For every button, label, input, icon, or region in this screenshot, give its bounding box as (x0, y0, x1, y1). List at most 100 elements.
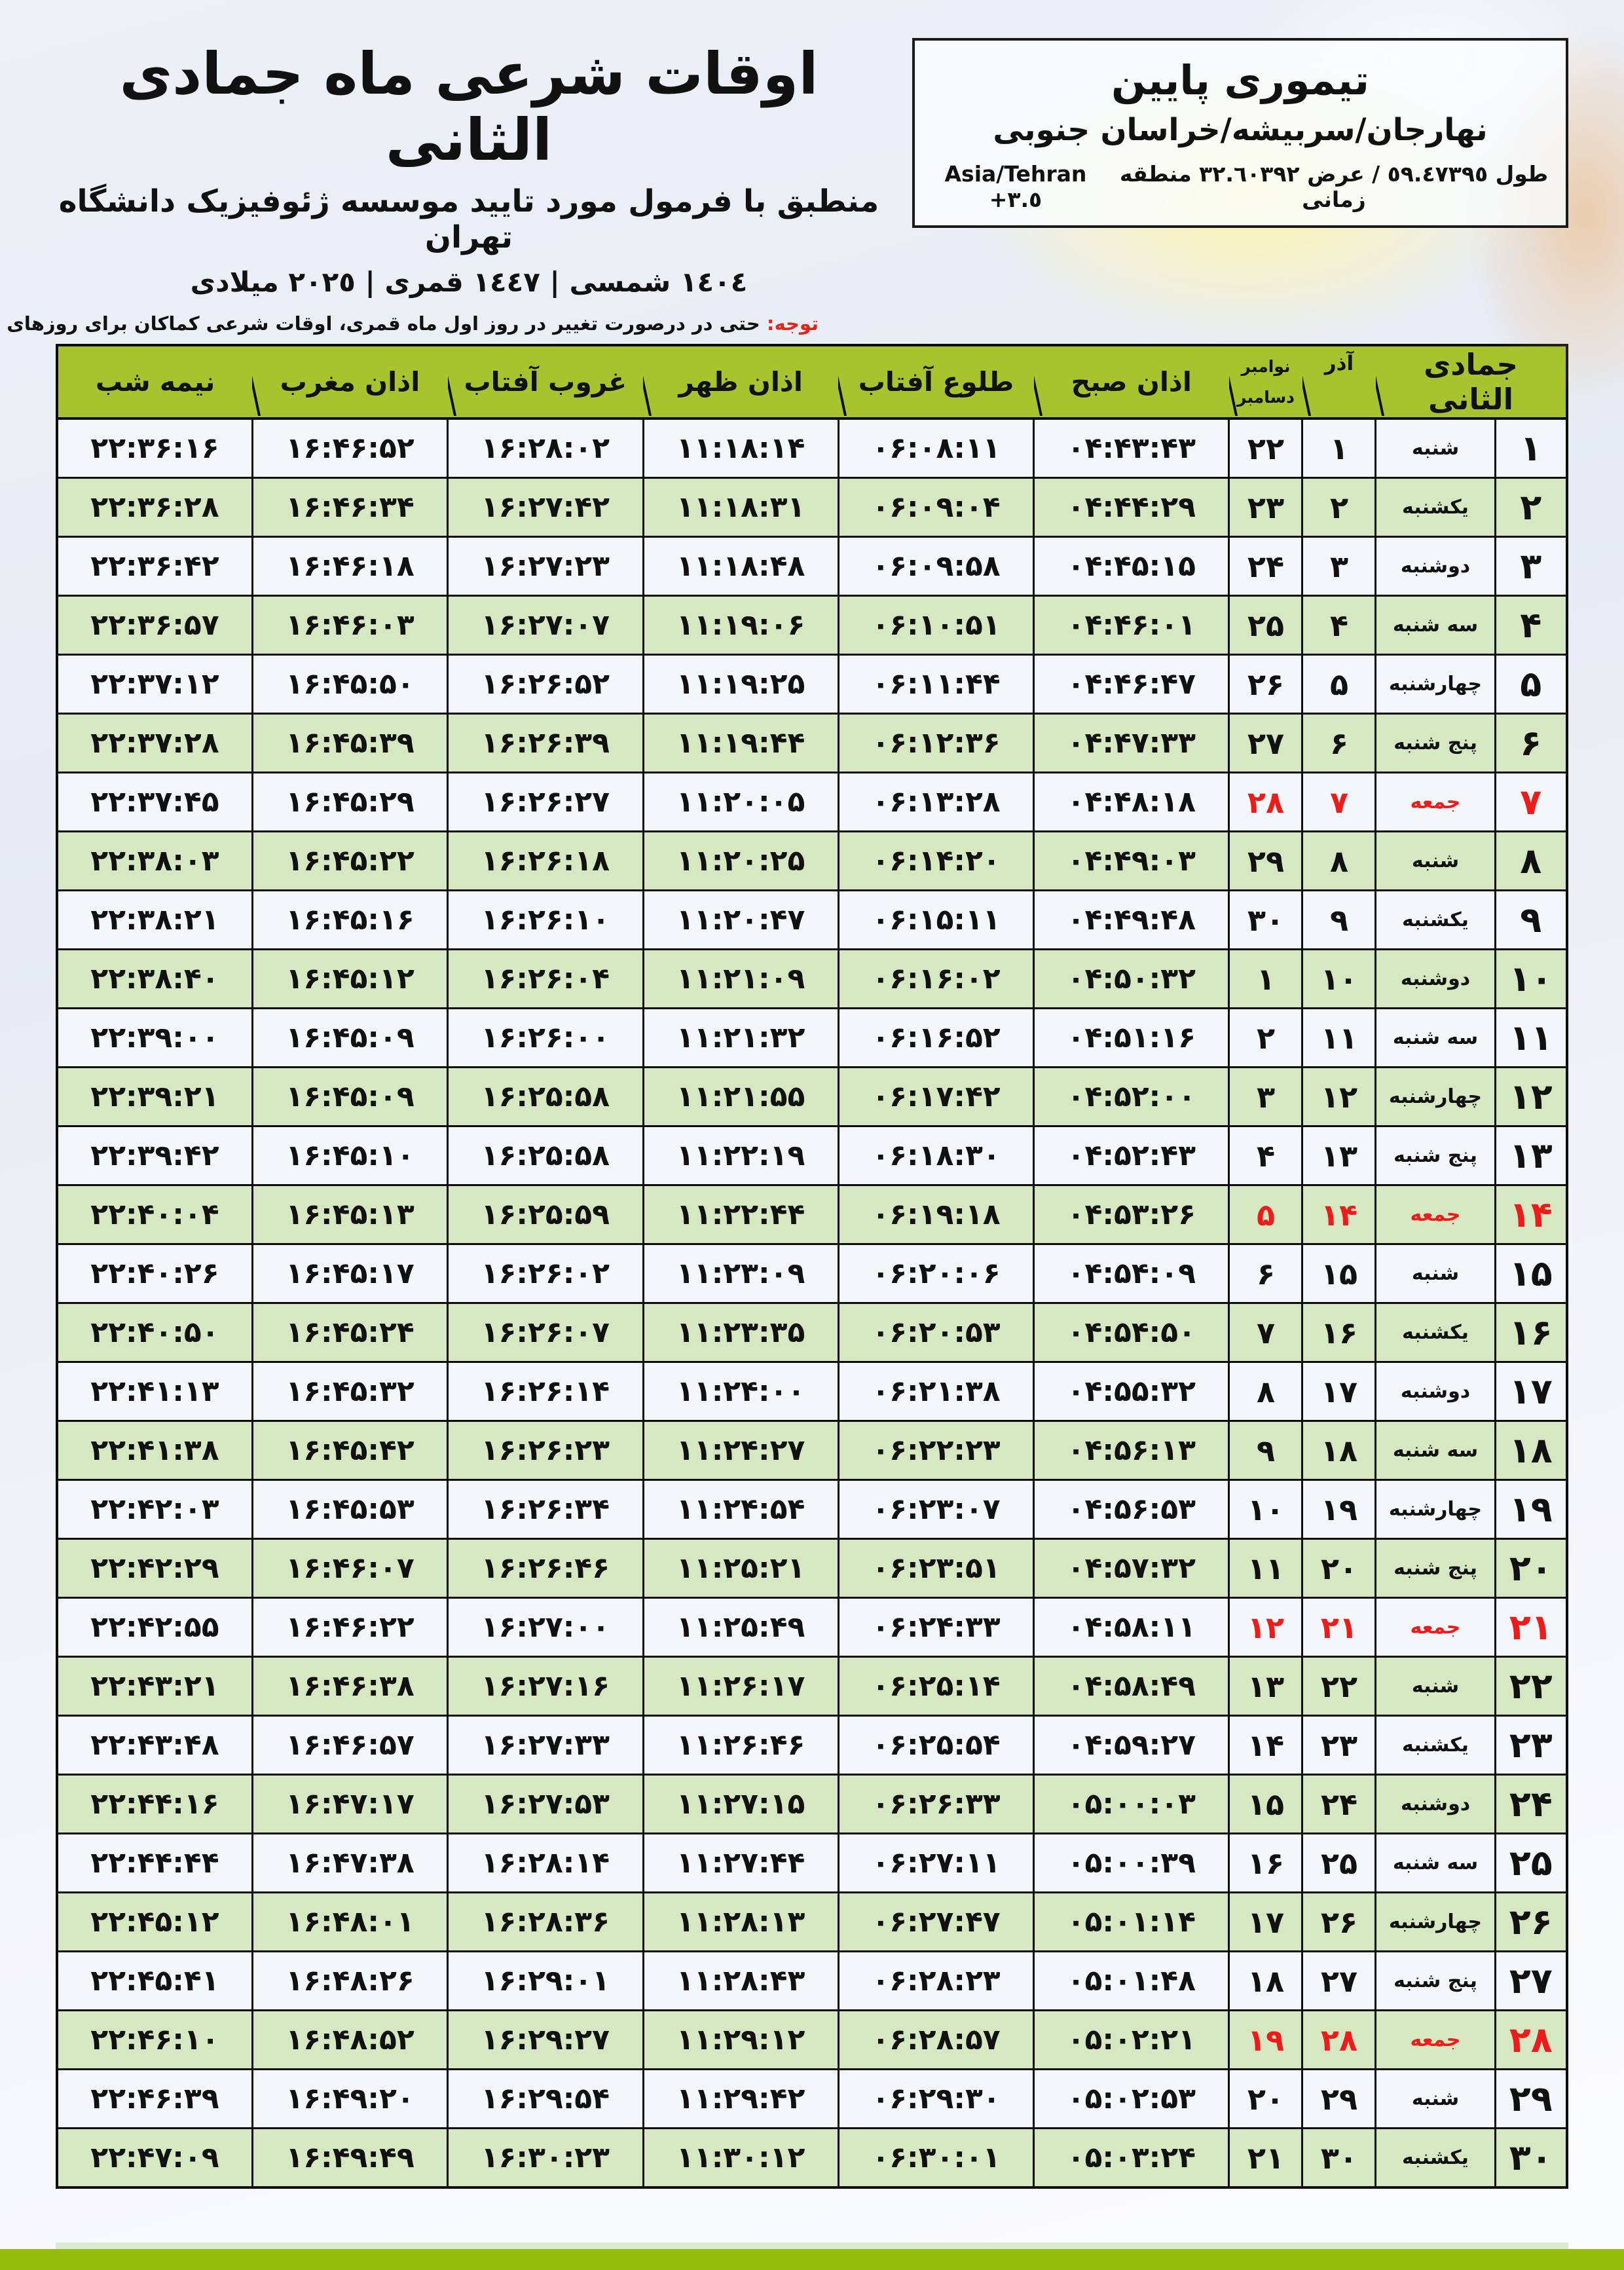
cell-gregorian-day: ۲۹ (1228, 830, 1304, 892)
cell-day-number: ۵ (1494, 654, 1568, 715)
cell-azan-zohr: ۱۱:۲۴:۲۷ (642, 1420, 840, 1481)
cell-azar-day: ۴ (1301, 595, 1377, 656)
cell-sunset: ۱۶:۲۵:۵۹ (447, 1184, 644, 1246)
cell-sunset: ۱۶:۲۶:۱۸ (447, 830, 644, 892)
calendar-years: ١٤٠٤ شمسی | ١٤٤٧ قمری | ٢٠٢٥ میلادی (190, 266, 748, 299)
cell-azan-maghreb: ۱۶:۴۶:۵۷ (251, 1715, 449, 1776)
cell-sunrise: ۰۶:۲۲:۲۳ (837, 1420, 1035, 1481)
cell-sunrise: ۰۶:۰۸:۱۱ (837, 417, 1035, 479)
prayer-times-table: جمادی الثانی آذر نوامبر دسامبر اذان صبح … (56, 344, 1568, 2189)
cell-gregorian-day: ۱۱ (1228, 1538, 1304, 1599)
table-row: ۵ چهارشنبه ۵ ۲۶ ۰۴:۴۶:۴۷ ۰۶:۱۱:۴۴ ۱۱:۱۹:… (56, 654, 1568, 715)
cell-midnight: ۲۲:۳۸:۰۳ (56, 830, 253, 892)
table-row: ۴ سه شنبه ۴ ۲۵ ۰۴:۴۶:۰۱ ۰۶:۱۰:۵۱ ۱۱:۱۹:۰… (56, 595, 1568, 656)
cell-azan-sobh: ۰۵:۰۱:۱۴ (1033, 1891, 1230, 1953)
cell-day-number: ۶ (1494, 713, 1568, 774)
table-row: ۸ شنبه ۸ ۲۹ ۰۴:۴۹:۰۳ ۰۶:۱۴:۲۰ ۱۱:۲۰:۲۵ ۱… (56, 830, 1568, 892)
cell-sunrise: ۰۶:۲۱:۳۸ (837, 1361, 1035, 1423)
cell-midnight: ۲۲:۴۰:۲۶ (56, 1243, 253, 1305)
cell-day-number: ۱۰ (1494, 948, 1568, 1010)
cell-azan-zohr: ۱۱:۲۹:۴۲ (642, 2068, 840, 2130)
cell-weekday: سه شنبه (1375, 1833, 1496, 1894)
table-row: ۱ شنبه ۱ ۲۲ ۰۴:۴۳:۴۳ ۰۶:۰۸:۱۱ ۱۱:۱۸:۱۴ ۱… (56, 417, 1568, 479)
cell-sunrise: ۰۶:۲۰:۵۳ (837, 1302, 1035, 1364)
cell-azar-day: ۲۱ (1301, 1597, 1377, 1658)
cell-sunrise: ۰۶:۲۴:۳۳ (837, 1597, 1035, 1658)
cell-azan-zohr: ۱۱:۲۱:۵۵ (642, 1066, 840, 1128)
cell-azan-zohr: ۱۱:۲۶:۴۶ (642, 1715, 840, 1776)
table-row: ۶ پنج شنبه ۶ ۲۷ ۰۴:۴۷:۳۳ ۰۶:۱۲:۳۶ ۱۱:۱۹:… (56, 713, 1568, 774)
cell-sunset: ۱۶:۲۶:۲۳ (447, 1420, 644, 1481)
cell-weekday: پنج شنبه (1375, 713, 1496, 774)
cell-gregorian-day: ۳۰ (1228, 889, 1304, 951)
cell-sunrise: ۰۶:۰۹:۰۴ (837, 477, 1035, 538)
cell-azan-sobh: ۰۴:۵۵:۳۲ (1033, 1361, 1230, 1423)
cell-day-number: ۱۹ (1494, 1479, 1568, 1540)
cell-gregorian-day: ۲۳ (1228, 477, 1304, 538)
cell-sunrise: ۰۶:۱۲:۳۶ (837, 713, 1035, 774)
cell-azan-sobh: ۰۴:۵۰:۳۲ (1033, 948, 1230, 1010)
cell-sunrise: ۰۶:۱۶:۵۲ (837, 1007, 1035, 1069)
cell-azan-zohr: ۱۱:۲۸:۱۳ (642, 1891, 840, 1953)
cell-sunset: ۱۶:۲۶:۲۷ (447, 772, 644, 833)
cell-sunset: ۱۶:۲۶:۳۹ (447, 713, 644, 774)
cell-azan-sobh: ۰۵:۰۰:۳۹ (1033, 1833, 1230, 1894)
cell-day-number: ۴ (1494, 595, 1568, 656)
cell-gregorian-day: ۲۲ (1228, 417, 1304, 479)
cell-azan-sobh: ۰۴:۴۸:۱۸ (1033, 772, 1230, 833)
table-row: ۷ جمعه ۷ ۲۸ ۰۴:۴۸:۱۸ ۰۶:۱۳:۲۸ ۱۱:۲۰:۰۵ ۱… (56, 772, 1568, 833)
cell-azar-day: ۱۲ (1301, 1066, 1377, 1128)
cell-azan-maghreb: ۱۶:۴۹:۴۹ (251, 2127, 449, 2189)
cell-sunset: ۱۶:۲۶:۱۴ (447, 1361, 644, 1423)
cell-azan-sobh: ۰۴:۵۴:۰۹ (1033, 1243, 1230, 1305)
cell-weekday: دوشنبه (1375, 1361, 1496, 1423)
cell-day-number: ۳ (1494, 536, 1568, 597)
cell-weekday: پنج شنبه (1375, 1538, 1496, 1599)
cell-gregorian-day: ۵ (1228, 1184, 1304, 1246)
cell-azar-day: ۶ (1301, 713, 1377, 774)
header-november: نوامبر (1241, 357, 1291, 377)
cell-sunset: ۱۶:۲۸:۱۴ (447, 1833, 644, 1894)
notice-text: حتی در درصورت تغییر در روز اول ماه قمری،… (0, 312, 760, 335)
header-nov-dec: نوامبر دسامبر (1228, 345, 1302, 420)
cell-azan-sobh: ۰۴:۵۹:۲۷ (1033, 1715, 1230, 1776)
cell-azan-zohr: ۱۱:۲۸:۴۳ (642, 1950, 840, 2012)
cell-midnight: ۲۲:۴۱:۳۸ (56, 1420, 253, 1481)
cell-azan-sobh: ۰۴:۴۶:۴۷ (1033, 654, 1230, 715)
cell-midnight: ۲۲:۳۹:۴۲ (56, 1125, 253, 1187)
cell-azan-maghreb: ۱۶:۴۵:۴۲ (251, 1420, 449, 1481)
cell-day-number: ۲۲ (1494, 1656, 1568, 1717)
cell-azan-maghreb: ۱۶:۴۶:۱۸ (251, 536, 449, 597)
cell-sunset: ۱۶:۲۷:۳۳ (447, 1715, 644, 1776)
cell-sunset: ۱۶:۲۸:۳۶ (447, 1891, 644, 1953)
cell-azan-zohr: ۱۱:۱۹:۲۵ (642, 654, 840, 715)
cell-sunrise: ۰۶:۲۳:۵۱ (837, 1538, 1035, 1599)
cell-azan-sobh: ۰۴:۵۳:۲۶ (1033, 1184, 1230, 1246)
cell-azan-zohr: ۱۱:۱۸:۳۱ (642, 477, 840, 538)
cell-azar-day: ۲۹ (1301, 2068, 1377, 2130)
cell-day-number: ۱۲ (1494, 1066, 1568, 1128)
cell-azan-maghreb: ۱۶:۴۷:۱۷ (251, 1774, 449, 1835)
bottom-lime-bar (0, 2249, 1624, 2270)
cell-sunrise: ۰۶:۲۸:۵۷ (837, 2009, 1035, 2071)
cell-sunset: ۱۶:۲۶:۰۰ (447, 1007, 644, 1069)
cell-midnight: ۲۲:۴۲:۰۳ (56, 1479, 253, 1540)
cell-day-number: ۳۰ (1494, 2127, 1568, 2189)
cell-sunrise: ۰۶:۲۰:۰۶ (837, 1243, 1035, 1305)
cell-azan-maghreb: ۱۶:۴۸:۵۲ (251, 2009, 449, 2071)
header-lunar-month: جمادی الثانی (1375, 345, 1567, 420)
cell-azar-day: ۲۵ (1301, 1833, 1377, 1894)
cell-day-number: ۲۳ (1494, 1715, 1568, 1776)
cell-day-number: ۱۸ (1494, 1420, 1568, 1481)
cell-azan-sobh: ۰۴:۴۹:۰۳ (1033, 830, 1230, 892)
cell-weekday: یکشنبه (1375, 477, 1496, 538)
cell-azan-zohr: ۱۱:۲۷:۱۵ (642, 1774, 840, 1835)
cell-azan-maghreb: ۱۶:۴۵:۱۰ (251, 1125, 449, 1187)
timezone-value: Asia/Tehran +٣.٥ (944, 161, 1087, 212)
table-row: ۱۴ جمعه ۱۴ ۵ ۰۴:۵۳:۲۶ ۰۶:۱۹:۱۸ ۱۱:۲۲:۴۴ … (56, 1184, 1568, 1246)
cell-azar-day: ۱۵ (1301, 1243, 1377, 1305)
table-row: ۲۸ جمعه ۲۸ ۱۹ ۰۵:۰۲:۲۱ ۰۶:۲۸:۵۷ ۱۱:۲۹:۱۲… (56, 2009, 1568, 2071)
cell-day-number: ۱۱ (1494, 1007, 1568, 1069)
cell-sunrise: ۰۶:۱۳:۲۸ (837, 772, 1035, 833)
cell-sunrise: ۰۶:۲۷:۱۱ (837, 1833, 1035, 1894)
